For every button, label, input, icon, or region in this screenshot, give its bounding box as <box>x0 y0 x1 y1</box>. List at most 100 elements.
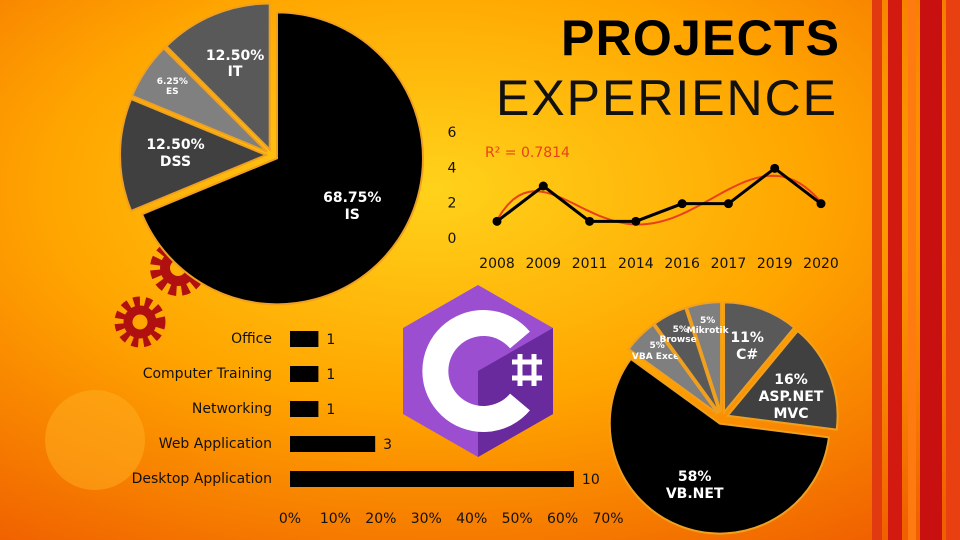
y-tick-label: 6 <box>448 125 457 141</box>
marker <box>538 181 548 191</box>
value-label: 3 <box>383 437 392 453</box>
marker <box>631 216 641 226</box>
pie-slice <box>608 357 831 535</box>
annotation: R² = 0.7814 <box>485 145 570 161</box>
bar <box>290 366 319 382</box>
marker <box>677 199 687 209</box>
x-tick-label: 2009 <box>525 256 561 272</box>
pie-category-label: Browser <box>659 335 702 346</box>
pie-value-label-box: 68.75% <box>323 190 382 207</box>
pie-slice <box>653 306 721 414</box>
pie-slice <box>685 301 723 413</box>
pie-category-label: Mikrotik <box>686 326 729 337</box>
x-tick-label: 2019 <box>757 256 793 272</box>
pie-value-label: 5% <box>672 324 688 335</box>
pie-category-label: IT <box>227 64 243 81</box>
pie-category-label: C# <box>736 346 759 363</box>
value-label: 1 <box>326 332 335 348</box>
value-label: 1 <box>326 402 335 418</box>
pie-value-label: 12.50% <box>146 136 205 153</box>
pie-category-label-box: VBA Excel <box>631 352 683 363</box>
pie-category-label: VBA Excel <box>631 352 683 363</box>
category-label: Web Application <box>159 436 272 452</box>
x-tick-label: 10% <box>320 511 351 527</box>
pie-category-label-box: VB.NET <box>665 485 724 502</box>
x-tick-label: 2014 <box>618 256 654 272</box>
x-tick-label: 40% <box>456 511 487 527</box>
pie-value-label-box: 6.25% <box>156 76 188 87</box>
value-label: 10 <box>582 472 600 488</box>
line <box>496 166 822 223</box>
x-tick-label: 2016 <box>664 256 700 272</box>
subtitle: EXPERIENCE <box>496 70 836 126</box>
pie-category-label: IS <box>344 207 360 224</box>
decor-circle <box>45 390 145 490</box>
pie-value-label-box: 12.50% <box>205 47 265 64</box>
pie-value-label-box: 5% <box>649 341 665 352</box>
pie-slice <box>130 47 268 153</box>
bar <box>290 401 319 417</box>
category-label: Networking <box>192 401 272 417</box>
y-tick-label: 0 <box>448 231 457 247</box>
marker <box>723 199 733 209</box>
marker <box>770 163 780 173</box>
pie-category-label-box: DSS <box>159 153 192 170</box>
pie-category-label-box: ASP.NET MVC <box>758 389 824 423</box>
pie-category-label: ASP.NET MVC <box>758 389 824 423</box>
x-tick-label: 2017 <box>711 256 747 272</box>
marker <box>492 216 502 226</box>
marker <box>816 199 826 209</box>
y-tick-label: 4 <box>448 160 457 176</box>
pie-value-label-box: 11% <box>730 329 764 346</box>
pie-value-label-box: 12.50% <box>146 136 205 153</box>
pie-category-label: VB.NET <box>665 485 724 502</box>
pie-category-label: ES <box>165 87 179 98</box>
pie-category-label-box: IS <box>344 207 360 224</box>
pie-value-label: 12.50% <box>205 47 265 64</box>
pie-category-label-box: C# <box>736 346 759 363</box>
csharp-logo <box>403 285 553 457</box>
bar <box>290 436 376 452</box>
pie-slice <box>140 11 424 306</box>
category-label: Computer Training <box>143 366 272 382</box>
x-tick-label: 2011 <box>572 256 608 272</box>
pie-value-label-box: 58% <box>677 468 712 485</box>
pie-slice <box>119 97 269 213</box>
pie-value-label-box: 5% <box>699 315 716 326</box>
x-tick-label: 20% <box>365 511 396 527</box>
pie-category-label-box: Mikrotik <box>686 326 729 337</box>
pie-value-label: 11% <box>730 329 764 346</box>
bar <box>290 471 574 487</box>
pie-slice <box>725 329 839 431</box>
pie-value-label: 5% <box>699 315 716 326</box>
pie-value-label-box: 5% <box>672 324 688 335</box>
pie-category-label-box: ES <box>165 87 179 98</box>
pie-slice <box>723 301 796 416</box>
x-tick-label: 60% <box>547 511 578 527</box>
pie-slice <box>165 2 271 152</box>
pie-value-label: 6.25% <box>156 76 188 87</box>
x-tick-label: 30% <box>411 511 442 527</box>
x-tick-label: 50% <box>502 511 533 527</box>
pie-category-label-box: Browser <box>659 335 702 346</box>
pie-category-label: DSS <box>159 153 192 170</box>
pie-value-label: 58% <box>677 468 712 485</box>
category-label: Office <box>231 331 272 347</box>
marker <box>585 216 595 226</box>
stripes <box>872 0 960 540</box>
x-tick-label: 70% <box>592 511 623 527</box>
pie-value-label: 68.75% <box>323 190 382 207</box>
pie-value-label: 5% <box>649 341 665 352</box>
category-label: Desktop Application <box>132 471 272 487</box>
pie-value-label: 16% <box>774 372 808 389</box>
pie-category-label-box: IT <box>227 64 243 81</box>
title: PROJECTS <box>561 10 839 66</box>
pie-value-label-box: 16% <box>774 372 808 389</box>
x-tick-label: 2008 <box>479 256 515 272</box>
bar <box>290 331 319 347</box>
pie-slice <box>627 323 719 415</box>
value-label: 1 <box>326 367 335 383</box>
x-tick-label: 2020 <box>803 256 839 272</box>
